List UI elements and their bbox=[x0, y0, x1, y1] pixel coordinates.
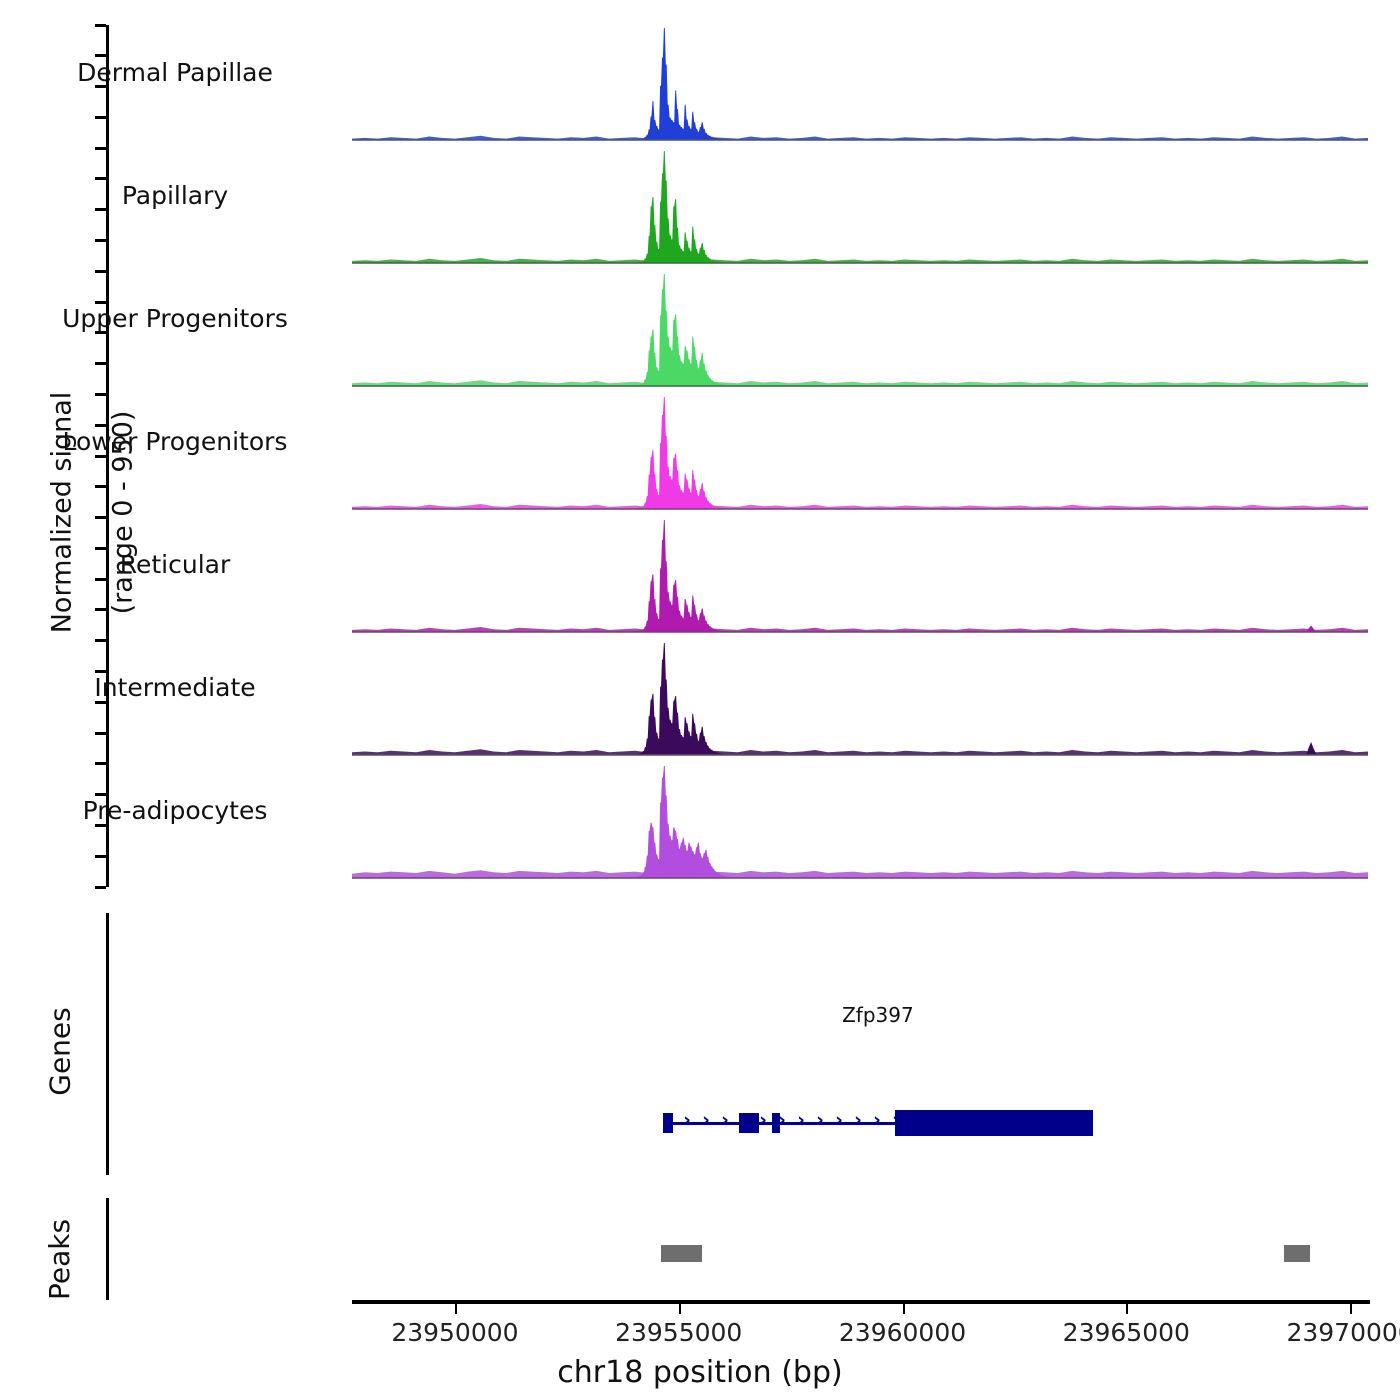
gene-strand-arrow-icon: › bbox=[835, 1109, 843, 1131]
track-label-reticular: Reticular bbox=[119, 550, 231, 579]
signal-axis-tick bbox=[95, 700, 106, 704]
signal-axis-tick bbox=[95, 239, 106, 242]
gene-label-zfp397: Zfp397 bbox=[842, 1003, 914, 1027]
xaxis-tick-label: 23965000 bbox=[1062, 1318, 1190, 1347]
gene-strand-arrow-icon: › bbox=[683, 1109, 691, 1131]
gene-strand-arrow-icon: › bbox=[797, 1109, 805, 1131]
signal-axis-tick bbox=[95, 362, 106, 366]
signal-axis-tick bbox=[95, 454, 106, 458]
track-label-pre-adipocytes: Pre-adipocytes bbox=[82, 796, 268, 825]
track-label-dermal-papillae: Dermal Papillae bbox=[77, 58, 273, 87]
peaks-axis-spine bbox=[106, 1198, 109, 1300]
signal-axis-tick bbox=[95, 670, 106, 673]
track-label-intermediate: Intermediate bbox=[94, 673, 256, 702]
signal-axis-tick bbox=[95, 823, 106, 827]
signal-track-upper-progenitors bbox=[352, 274, 1368, 390]
xaxis-tick bbox=[454, 1304, 457, 1314]
xaxis-tick bbox=[902, 1304, 905, 1314]
gene-strand-arrow-icon: › bbox=[721, 1109, 729, 1131]
gene-exon bbox=[663, 1113, 673, 1133]
signal-axis-tick bbox=[95, 177, 106, 181]
signal-axis-tick bbox=[95, 115, 106, 119]
track-label-lower-progenitors: Lower Progenitors bbox=[62, 427, 288, 456]
signal-axis-tick bbox=[95, 608, 106, 612]
peak-block bbox=[1284, 1245, 1311, 1262]
gene-exon bbox=[739, 1113, 760, 1133]
signal-axis-tick bbox=[95, 577, 106, 581]
gene-strand-arrow-icon: › bbox=[873, 1109, 881, 1131]
signal-axis-tick bbox=[95, 269, 106, 273]
signal-track-pre-adipocytes bbox=[352, 766, 1368, 882]
signal-axis-tick bbox=[95, 516, 106, 520]
signal-axis-tick bbox=[95, 546, 106, 550]
signal-axis-tick bbox=[95, 146, 106, 150]
signal-axis-tick bbox=[95, 331, 106, 335]
gene-strand-arrow-icon: › bbox=[702, 1109, 710, 1131]
track-label-papillary: Papillary bbox=[121, 181, 229, 210]
signal-axis-tick bbox=[95, 885, 106, 889]
xaxis-tick bbox=[678, 1304, 681, 1314]
signal-axis-tick bbox=[95, 793, 106, 797]
signal-track-papillary bbox=[352, 151, 1368, 267]
xaxis-tick-label: 23955000 bbox=[615, 1318, 743, 1347]
signal-track-dermal-papillae bbox=[352, 28, 1368, 144]
peak-block bbox=[660, 1245, 702, 1262]
signal-track-reticular bbox=[352, 520, 1368, 636]
genes-axis-spine bbox=[106, 913, 109, 1175]
xaxis-title: chr18 position (bp) bbox=[557, 1355, 843, 1390]
gene-strand-arrow-icon: › bbox=[816, 1109, 824, 1131]
signal-axis-tick bbox=[95, 731, 106, 735]
xaxis-tick bbox=[1350, 1304, 1353, 1314]
xaxis-tick-label: 23960000 bbox=[838, 1318, 967, 1347]
signal-axis-tick bbox=[95, 208, 106, 212]
xaxis-tick-label: 23970000 bbox=[1286, 1318, 1400, 1347]
xaxis-line bbox=[352, 1300, 1370, 1304]
gene-exon bbox=[894, 1110, 1093, 1136]
signal-axis-spine bbox=[106, 25, 109, 887]
genes-track: Zfp397›››››››››››››››››››››› bbox=[0, 913, 1400, 1175]
gene-strand-arrow-icon: › bbox=[759, 1109, 767, 1131]
signal-axis-tick bbox=[95, 762, 106, 766]
signal-axis-tick bbox=[95, 639, 106, 643]
track-label-upper-progenitors: Upper Progenitors bbox=[62, 304, 288, 333]
gene-strand-arrow-icon: › bbox=[854, 1109, 862, 1131]
gene-strand-arrow-icon: › bbox=[778, 1109, 786, 1131]
xaxis-tick bbox=[1126, 1304, 1129, 1314]
signal-axis-tick bbox=[95, 485, 106, 489]
signal-axis-tick bbox=[95, 854, 106, 858]
signal-axis-tick bbox=[95, 300, 106, 304]
signal-axis-tick bbox=[95, 85, 106, 89]
signal-axis-tick bbox=[95, 423, 106, 427]
peaks-track bbox=[0, 1198, 1400, 1300]
xaxis-tick-label: 23950000 bbox=[391, 1318, 519, 1347]
signal-axis-tick bbox=[95, 392, 106, 396]
signal-axis-tick bbox=[95, 23, 106, 27]
signal-track-intermediate bbox=[352, 643, 1368, 759]
signal-axis-tick bbox=[95, 54, 106, 58]
gene-exon bbox=[771, 1113, 780, 1133]
gene-intron-line bbox=[663, 1122, 1093, 1125]
signal-track-lower-progenitors bbox=[352, 397, 1368, 513]
